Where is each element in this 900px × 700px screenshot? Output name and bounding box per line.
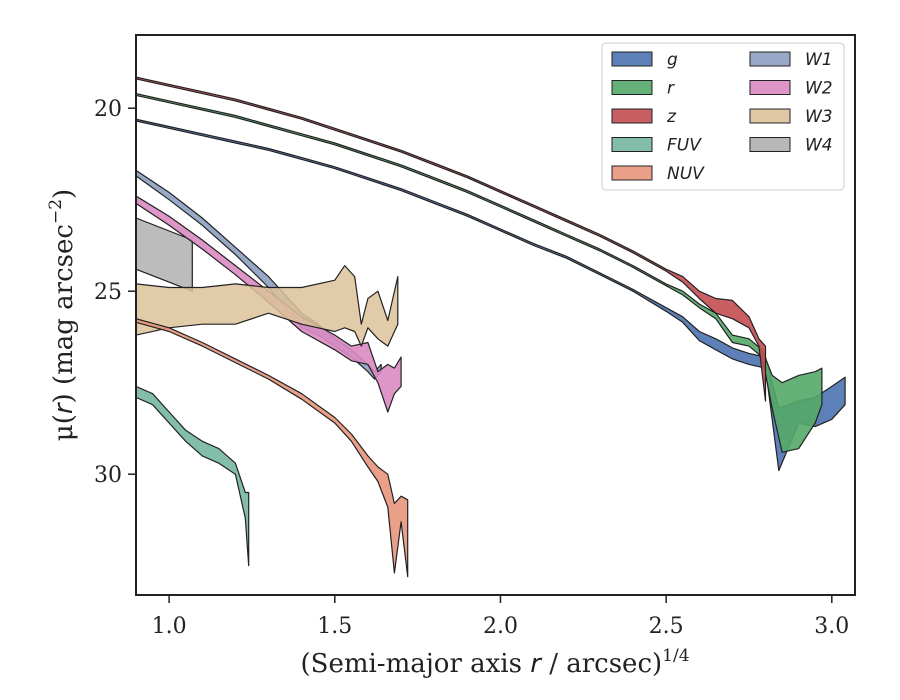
x-tick-label: 2.0 xyxy=(483,614,518,639)
y-axis-label: μ(r) (mag arcsec−2) xyxy=(46,189,79,441)
x-axis-label-mid: / arcsec) xyxy=(541,649,662,679)
legend-label-w4: W4 xyxy=(805,136,833,156)
x-tick-label: 2.5 xyxy=(649,614,684,639)
y-tick-label: 25 xyxy=(94,280,122,305)
legend-label-w1: W1 xyxy=(805,50,833,70)
y-axis-label-post: ) xyxy=(49,189,79,199)
x-tick-label: 3.0 xyxy=(814,614,849,639)
x-tick-label: 1.5 xyxy=(317,614,352,639)
legend-swatch-z xyxy=(611,108,653,124)
legend-swatch-w3 xyxy=(749,108,791,124)
legend-swatch-fuv xyxy=(611,137,653,152)
y-axis-label-sup: −2 xyxy=(46,199,66,224)
band-g xyxy=(136,118,846,472)
legend-swatch-g xyxy=(611,51,653,67)
legend-swatch-w1 xyxy=(749,51,791,67)
y-tick-label: 30 xyxy=(94,463,122,488)
legend: grz FUV NUV W1 W2 W3 W4 xyxy=(601,42,845,191)
legend-swatch-r xyxy=(611,80,653,95)
legend-label-g: g xyxy=(667,50,678,70)
x-axis-label-sup: 1/4 xyxy=(662,646,689,666)
legend-swatch-w4 xyxy=(749,137,791,152)
legend-label-r: r xyxy=(667,79,675,99)
legend-label-w3: W3 xyxy=(805,107,833,127)
legend-box xyxy=(601,42,845,191)
legend-swatch-nuv xyxy=(611,165,653,181)
band-fuv xyxy=(136,385,250,567)
plot-frame xyxy=(135,34,856,596)
x-axis-label-var: r xyxy=(530,649,543,679)
legend-label-z: z xyxy=(666,107,677,127)
y-axis-label-var: r xyxy=(49,401,79,414)
y-axis-label-pre: μ( xyxy=(49,414,79,441)
band-w3 xyxy=(136,265,399,347)
y-tick-label: 20 xyxy=(94,97,122,122)
band-z xyxy=(136,76,767,402)
y-ticks: 20 25 30 xyxy=(94,97,136,488)
x-axis-label: (Semi-major axis r / arcsec)1/4 xyxy=(300,646,689,679)
legend-swatch-w2 xyxy=(749,80,791,95)
legend-label-nuv: NUV xyxy=(667,164,705,184)
bands-layer xyxy=(136,76,846,578)
band-nuv xyxy=(136,318,409,578)
x-tick-label: 1.0 xyxy=(152,614,187,639)
x-ticks: 1.0 1.5 2.0 2.5 3.0 xyxy=(152,595,849,639)
x-axis-label-pre: (Semi-major axis xyxy=(300,649,530,679)
legend-label-w2: W2 xyxy=(805,79,833,99)
y-axis-label-mid: ) (mag arcsec xyxy=(49,224,79,403)
band-r xyxy=(136,93,823,453)
legend-label-fuv: FUV xyxy=(667,136,702,156)
